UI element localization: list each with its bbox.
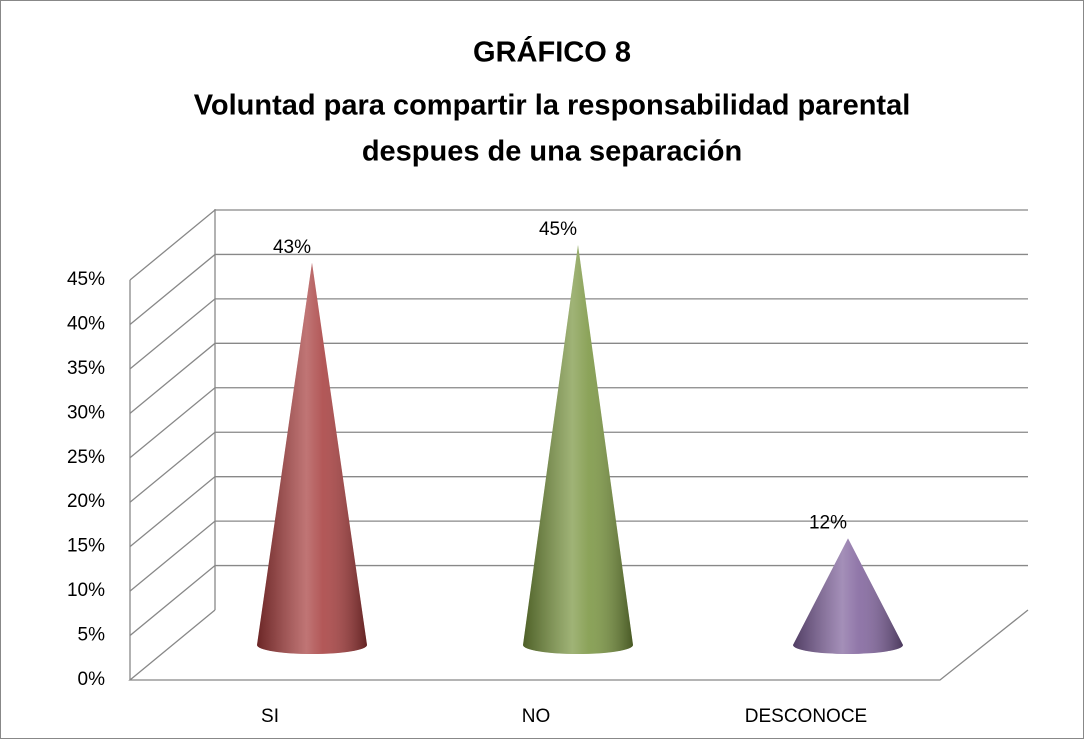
value-label: 43% bbox=[273, 237, 311, 258]
grid-line bbox=[129, 564, 1028, 637]
grid-line bbox=[129, 476, 1028, 548]
y-tick-label: 0% bbox=[78, 669, 106, 690]
grid-line bbox=[129, 342, 1028, 414]
grid-line bbox=[129, 253, 1028, 325]
walls bbox=[128, 209, 1029, 681]
value-label: 12% bbox=[809, 512, 847, 533]
x-tick-label: NO bbox=[522, 706, 551, 727]
value-label: 45% bbox=[539, 219, 577, 240]
grid-line bbox=[129, 209, 1028, 281]
y-tick-label: 40% bbox=[67, 313, 105, 334]
y-tick-label: 5% bbox=[78, 625, 106, 646]
y-tick-label: 45% bbox=[67, 269, 105, 290]
chart-title: despues de una separación bbox=[362, 136, 742, 168]
y-tick-label: 20% bbox=[67, 491, 105, 512]
y-tick-label: 35% bbox=[67, 358, 105, 379]
grid-line bbox=[129, 298, 1028, 370]
y-tick-label: 30% bbox=[67, 402, 105, 423]
x-tick-label: DESCONOCE bbox=[745, 706, 867, 727]
chart-title: GRÁFICO 8 bbox=[473, 35, 631, 69]
grid-line bbox=[129, 387, 1028, 459]
y-tick-label: 10% bbox=[67, 580, 105, 601]
cone-shading bbox=[257, 262, 367, 654]
chart-title: Voluntad para compartir la responsabilid… bbox=[194, 90, 911, 122]
grid-line bbox=[129, 431, 1028, 503]
y-tick-label: 15% bbox=[67, 536, 105, 557]
x-tick-label: SI bbox=[261, 706, 279, 727]
y-tick-label: 25% bbox=[67, 447, 105, 468]
grid-line bbox=[129, 520, 1028, 592]
floor-edge bbox=[128, 609, 1029, 681]
cone-shading bbox=[793, 538, 903, 654]
cone-shading bbox=[523, 245, 633, 654]
